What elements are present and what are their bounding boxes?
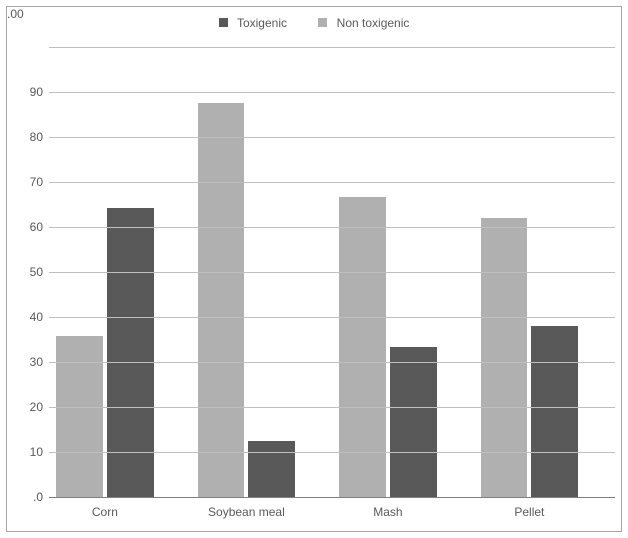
gridline — [49, 92, 615, 93]
legend-label-toxigenic: Toxigenic — [237, 16, 287, 30]
gridline — [49, 407, 615, 408]
y-tick-label: 60 — [7, 220, 43, 234]
y-tick-label: 70 — [7, 175, 43, 189]
gridline — [49, 497, 615, 498]
chart-container: .00 Toxigenic Non toxigenic .01020304050… — [6, 6, 622, 532]
x-tick-label: Pellet — [514, 505, 544, 519]
y-tick-label: 40 — [7, 310, 43, 324]
legend-item-nontoxigenic: Non toxigenic — [318, 15, 409, 30]
bar — [531, 326, 578, 497]
y-tick-label: .0 — [7, 490, 43, 504]
bar — [248, 441, 295, 497]
gridline — [49, 272, 615, 273]
gridline — [49, 137, 615, 138]
bar — [56, 336, 103, 497]
x-tick-label: Mash — [373, 505, 402, 519]
legend-item-toxigenic: Toxigenic — [219, 15, 287, 30]
gridline — [49, 47, 615, 48]
y-tick-label: 50 — [7, 265, 43, 279]
plot-area: .0102030405060708090CornSoybean mealMash… — [49, 47, 615, 497]
gridline — [49, 317, 615, 318]
y-tick-label: 30 — [7, 355, 43, 369]
y-tick-label: 10 — [7, 445, 43, 459]
y-tick-label: 20 — [7, 400, 43, 414]
legend: Toxigenic Non toxigenic — [7, 15, 621, 30]
x-tick-label: Soybean meal — [208, 505, 285, 519]
bar — [198, 103, 245, 497]
gridline — [49, 362, 615, 363]
bar — [390, 347, 437, 497]
y-tick-label: 90 — [7, 85, 43, 99]
y-tick-label: 80 — [7, 130, 43, 144]
legend-swatch-nontoxigenic — [318, 18, 327, 27]
legend-label-nontoxigenic: Non toxigenic — [337, 16, 410, 30]
bar — [107, 208, 154, 497]
gridline — [49, 452, 615, 453]
bar — [481, 218, 528, 497]
x-tick-label: Corn — [92, 505, 118, 519]
gridline — [49, 182, 615, 183]
gridline — [49, 227, 615, 228]
legend-swatch-toxigenic — [219, 18, 228, 27]
